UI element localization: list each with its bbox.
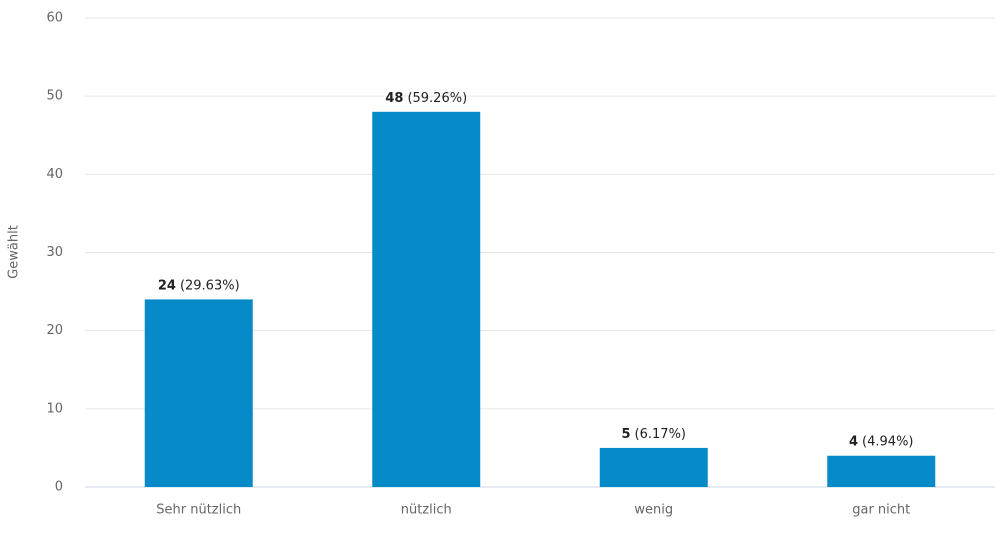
bar — [144, 299, 253, 487]
y-axis-label: Gewählt — [7, 225, 22, 279]
value-count: 4 — [849, 434, 858, 449]
value-count: 24 — [158, 278, 176, 293]
x-tick-label: wenig — [634, 503, 673, 518]
value-share: (59.26%) — [407, 90, 467, 105]
value-label: 48 (59.26%) — [385, 90, 467, 105]
y-tick-label: 0 — [55, 480, 63, 495]
bar — [599, 447, 708, 487]
value-label: 5 (6.17%) — [622, 426, 687, 441]
y-tick-label: 50 — [46, 89, 63, 104]
y-tick-label: 40 — [46, 167, 63, 182]
y-tick-label: 10 — [46, 401, 63, 416]
value-count: 48 — [385, 90, 403, 105]
bar — [372, 111, 481, 488]
value-label: 24 (29.63%) — [158, 278, 240, 293]
x-tick-label: nützlich — [401, 503, 452, 518]
value-share: (29.63%) — [180, 278, 240, 293]
y-tick-label: 60 — [46, 11, 63, 26]
bar — [827, 455, 936, 487]
value-share: (6.17%) — [635, 426, 686, 441]
value-share: (4.94%) — [862, 434, 913, 449]
value-label: 4 (4.94%) — [849, 434, 914, 449]
value-count: 5 — [622, 426, 631, 441]
y-tick-label: 30 — [46, 245, 63, 260]
x-tick-label: gar nicht — [852, 503, 910, 518]
y-tick-label: 20 — [46, 323, 63, 338]
x-tick-label: Sehr nützlich — [156, 503, 241, 518]
